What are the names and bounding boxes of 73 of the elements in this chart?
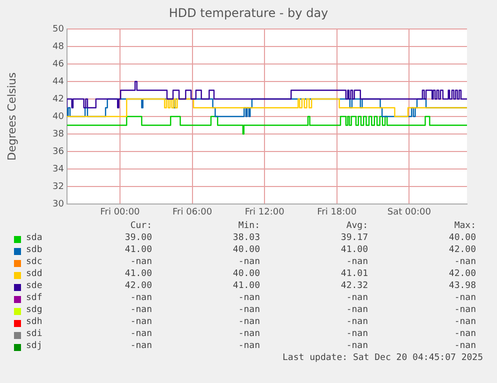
y-tick-label: 50 [52,24,64,34]
legend-label: sdb [26,245,42,255]
text: -nan [454,329,476,339]
text: -nan [454,341,476,351]
y-tick-label: 42 [52,94,64,104]
text: 42.00 [124,281,152,291]
y-tick-label: 38 [52,129,64,140]
y-tick-label: 34 [52,164,64,174]
legend-label: sda [26,233,42,243]
x-tick-label: Fri 18:00 [317,208,357,218]
text: -nan [346,293,368,303]
legend-label: sdh [26,317,42,327]
text: -nan [238,329,260,339]
y-tick-label: 32 [52,182,64,192]
legend-label: sdd [26,269,42,279]
text: Cur: [130,221,152,231]
text: Max: [454,221,476,231]
text: -nan [238,257,260,267]
text: -nan [454,305,476,315]
x-tick-label: Sat 00:00 [387,208,432,218]
text: -nan [238,341,260,351]
text: -nan [130,317,152,327]
text: -nan [346,257,368,267]
text: -nan [454,257,476,267]
text: Last update: Sat Dec 20 04:45:07 2025 [282,353,483,363]
x-tick-label: Fri 00:00 [100,208,140,218]
text: 42.00 [448,269,476,279]
text: 39.17 [340,233,368,243]
legend-label: sdj [26,341,42,351]
text: -nan [346,317,368,327]
text: 40.00 [448,233,476,243]
y-tick-label: 36 [52,146,64,157]
text: 42.00 [448,245,476,255]
text: 41.00 [124,245,152,255]
text: 40.00 [232,269,260,279]
text: 38.03 [232,233,260,243]
y-tick-label: 46 [52,59,64,70]
text: -nan [454,317,476,327]
text: -nan [346,341,368,351]
text: -nan [238,293,260,303]
text: Avg: [346,221,368,231]
legend-label: sdc [26,257,42,267]
text: 41.00 [232,281,260,291]
y-tick-label: 30 [52,199,64,210]
text: -nan [130,257,152,267]
y-tick-label: 48 [52,42,64,52]
text: -nan [130,305,152,315]
text: 41.00 [340,245,368,255]
x-tick-label: Fri 12:00 [244,208,285,218]
text: -nan [130,329,152,339]
y-tick-label: 44 [52,76,64,87]
chart-title: HDD temperature - by day [168,6,330,20]
legend-label: sde [26,281,42,291]
text: -nan [130,341,152,351]
text: -nan [454,293,476,303]
text: -nan [130,293,152,303]
legend-label: sdi [26,329,42,339]
text: 43.98 [448,281,476,291]
text: 41.01 [340,269,368,279]
text: 41.00 [124,269,152,279]
legend-label: sdf [26,293,42,303]
text: 39.00 [124,233,152,243]
text: -nan [238,317,260,327]
y-tick-label: 40 [52,112,64,122]
x-tick-label: Fri 06:00 [172,208,212,218]
text: 42.32 [340,281,368,291]
y-axis-title: Degrees Celsius [5,72,18,161]
text: -nan [346,305,368,315]
text: -nan [238,305,260,315]
text: Min: [238,221,260,231]
text: -nan [346,329,368,339]
legend-label: sdg [26,305,42,315]
text: 40.00 [232,245,260,255]
